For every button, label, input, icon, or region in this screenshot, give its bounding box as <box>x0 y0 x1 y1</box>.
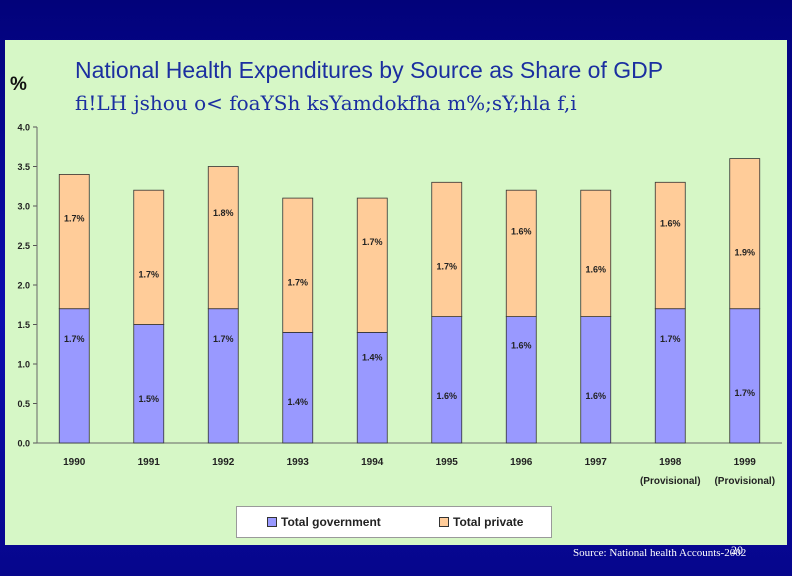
y-tick-label: 1.0 <box>17 360 30 370</box>
data-label-private: 1.8% <box>213 208 234 218</box>
data-label-government: 1.5% <box>138 394 159 404</box>
y-tick-label: 3.5 <box>17 162 30 172</box>
y-tick-label: 0.0 <box>17 439 30 449</box>
bar-government <box>58 308 90 444</box>
legend-label-private: Total private <box>453 515 524 529</box>
x-tick-sublabel: (Provisional) <box>714 476 775 487</box>
bar-private <box>654 181 686 310</box>
data-label-private: 1.6% <box>585 265 606 275</box>
x-tick-label: 1999 <box>734 457 757 468</box>
bar-private <box>580 189 612 317</box>
slide-number: 20 <box>731 543 743 557</box>
legend-label-government: Total government <box>281 515 381 529</box>
data-label-private: 1.9% <box>734 248 755 258</box>
data-label-private: 1.6% <box>511 227 532 237</box>
legend-swatch-government <box>267 516 277 527</box>
data-label-government: 1.6% <box>511 340 532 350</box>
data-label-government: 1.4% <box>287 397 308 407</box>
y-tick-label: 3.0 <box>17 202 30 212</box>
bar-private <box>58 173 90 310</box>
bar-government <box>431 316 463 444</box>
data-label-government: 1.7% <box>734 388 755 398</box>
x-tick-label: 1995 <box>436 457 459 468</box>
data-label-private: 1.7% <box>138 269 159 279</box>
bar-private <box>207 166 239 310</box>
bar-government <box>356 331 388 444</box>
legend-item-private: Total private <box>439 515 523 529</box>
data-label-government: 1.7% <box>213 334 234 344</box>
bar-government <box>505 316 537 444</box>
bar-government <box>282 331 314 444</box>
x-tick-label: 1990 <box>63 457 86 468</box>
data-label-private: 1.7% <box>287 277 308 287</box>
chart-title-sinhala: fi!LH jshou o< foaYSh ksYamdokfha m%;sY;… <box>75 91 577 115</box>
bar-private <box>729 158 761 310</box>
bar-government <box>729 308 761 444</box>
source-note: Source: National health Accounts-2002 <box>573 547 747 559</box>
bar-private <box>356 197 388 333</box>
y-tick-label: 2.5 <box>17 241 30 251</box>
x-tick-label: 1996 <box>510 457 533 468</box>
data-label-government: 1.6% <box>585 391 606 401</box>
y-tick-label: 1.5 <box>17 320 30 330</box>
y-axis-unit-label: % <box>10 74 27 95</box>
bar-government <box>207 308 239 444</box>
data-label-government: 1.4% <box>362 353 383 363</box>
legend-swatch-private <box>439 516 449 527</box>
y-tick-label: 2.0 <box>17 281 30 291</box>
bar-government <box>133 324 165 444</box>
x-tick-label: 1994 <box>361 457 384 468</box>
bar-private <box>505 189 537 317</box>
data-label-government: 1.6% <box>436 391 457 401</box>
legend-item-government: Total government <box>267 515 381 529</box>
data-label-private: 1.6% <box>660 219 681 229</box>
bar-private <box>431 181 463 318</box>
data-label-government: 1.7% <box>64 334 85 344</box>
y-tick-label: 0.5 <box>17 399 30 409</box>
chart-title-english: National Health Expenditures by Source a… <box>75 57 664 83</box>
x-tick-label: 1991 <box>138 457 161 468</box>
bar-government <box>654 308 686 444</box>
x-tick-label: 1992 <box>212 457 235 468</box>
bar-private <box>133 189 165 325</box>
data-label-private: 1.7% <box>64 213 85 223</box>
data-label-government: 1.7% <box>660 334 681 344</box>
data-label-private: 1.7% <box>362 237 383 247</box>
bar-private <box>282 197 314 333</box>
x-tick-label: 1998 <box>659 457 682 468</box>
y-tick-label: 4.0 <box>17 123 30 133</box>
chart-legend: Total government Total private <box>236 506 552 538</box>
bar-government <box>580 316 612 444</box>
data-label-private: 1.7% <box>436 262 457 272</box>
x-tick-label: 1993 <box>287 457 310 468</box>
x-tick-sublabel: (Provisional) <box>640 476 701 487</box>
x-tick-label: 1997 <box>585 457 608 468</box>
